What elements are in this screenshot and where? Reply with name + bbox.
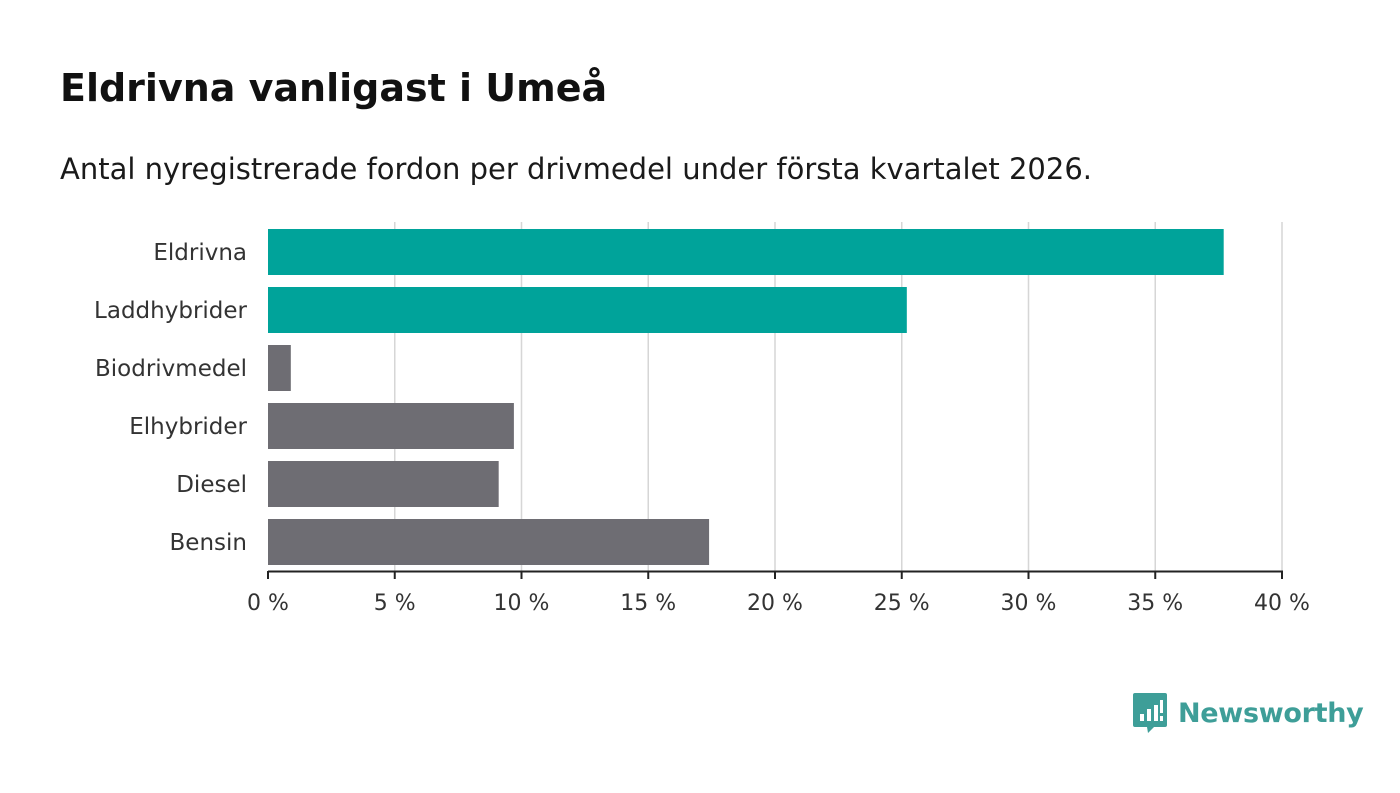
bar-bensin — [268, 519, 710, 565]
bars — [268, 229, 1224, 565]
category-labels: Eldrivna Laddhybrider Biodrivmedel Elhybrid… — [94, 240, 247, 556]
bar-eldrivna — [268, 229, 1224, 275]
x-tick-label: 10 % — [494, 591, 550, 616]
x-tick-label: 30 % — [1001, 591, 1057, 616]
x-tick-label: 40 % — [1254, 591, 1310, 616]
x-tick-label: 35 % — [1127, 591, 1183, 616]
newsworthy-logo: Newsworthy — [1132, 692, 1364, 734]
category-label: Diesel — [176, 472, 247, 498]
x-tick-label: 0 % — [247, 591, 289, 616]
grid-lines — [394, 222, 1283, 571]
bar-laddhybrider — [268, 287, 907, 333]
category-label: Laddhybrider — [94, 298, 247, 324]
chart-title: Eldrivna vanligast i Umeå — [60, 66, 608, 110]
chart-subtitle: Antal nyregistrerade fordon per drivmede… — [60, 152, 1093, 186]
bar-chart-speech-bubble-icon — [1133, 693, 1167, 733]
bar-diesel — [268, 461, 499, 507]
x-tick-label: 20 % — [747, 591, 803, 616]
x-tick-label: 5 % — [374, 591, 416, 616]
x-tick-label: 15 % — [620, 591, 676, 616]
bar-elhybrider — [268, 403, 514, 449]
category-label: Biodrivmedel — [95, 356, 247, 382]
x-tick-label: 25 % — [874, 591, 930, 616]
x-axis: 0 % 5 % 10 % 15 % 20 % 25 % 30 % 35 % 40 % — [247, 570, 1310, 616]
category-label: Eldrivna — [153, 240, 247, 266]
category-label: Elhybrider — [129, 414, 247, 440]
category-label: Bensin — [170, 530, 247, 556]
logo-text: Newsworthy — [1178, 697, 1364, 729]
bar-biodrivmedel — [268, 345, 291, 391]
